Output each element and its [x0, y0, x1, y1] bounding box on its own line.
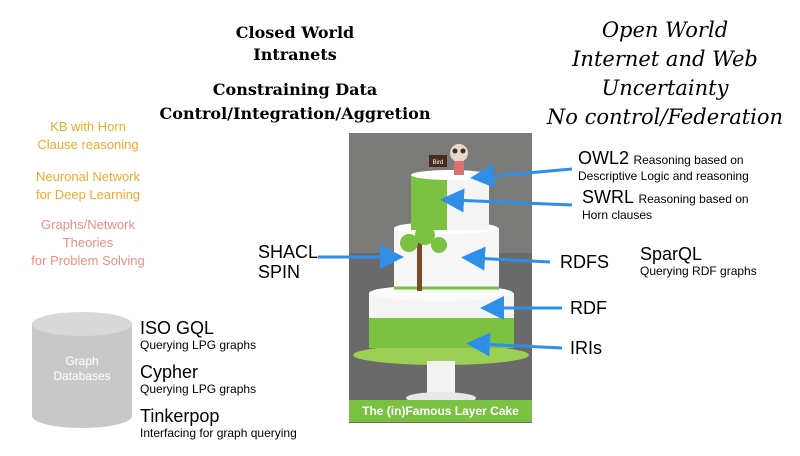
spin-title: SPIN [258, 262, 301, 282]
nn-line1: Neuronal Network [35, 169, 141, 184]
cake-caption: The (in)Famous Layer Cake [349, 400, 532, 422]
owl2-label: OWL2 Reasoning based on Descriptive Logi… [578, 148, 749, 183]
cypher-title: Cypher [140, 362, 199, 382]
graph-theory-note: Graphs/Network Theories for Problem Solv… [8, 216, 168, 270]
closed-world-subtitle: Constraining Data Control/Integration/Ag… [140, 78, 450, 126]
sparql-title: SparQL [640, 244, 703, 264]
swrl-title: SWRL [582, 187, 635, 207]
open-world-title: Open World Internet and Web Uncertainty … [540, 16, 790, 132]
topper-sign: Bird [433, 160, 444, 166]
gt-line2: Theories [62, 235, 114, 250]
closed-world-line2: Intranets [253, 45, 337, 64]
owl2-desc1: Reasoning based on [633, 153, 744, 167]
gt-line3: for Problem Solving [31, 253, 145, 268]
shacl-title: SHACL [258, 242, 319, 262]
swrl-label: SWRL Reasoning based on Horn clauses [582, 187, 749, 222]
graph-db-label1: Graph [65, 354, 99, 368]
tinkerpop-title: Tinkerpop [140, 406, 220, 426]
shacl-spin-label: SHACL SPIN [258, 242, 318, 282]
kb-line1: KB with Horn [50, 119, 126, 134]
rdf-label: RDF [570, 298, 607, 318]
graph-database-label: Graph Databases [32, 354, 132, 384]
open-world-line1: Open World [601, 18, 729, 42]
iso-gql-item: ISO GQL Querying LPG graphs [140, 318, 256, 352]
closed-world-line1: Closed World [235, 23, 355, 42]
gt-line1: Graphs/Network [41, 217, 135, 232]
arrow-rdfs [461, 246, 551, 271]
cypher-item: Cypher Querying LPG graphs [140, 362, 256, 396]
arrow-swrl [440, 188, 573, 213]
rdfs-label: RDFS [560, 252, 609, 272]
nn-line2: for Deep Learning [35, 187, 141, 202]
iso-gql-desc: Querying LPG graphs [140, 338, 257, 352]
closed-world-line3: Constraining Data [212, 80, 378, 99]
sparql-desc: Querying RDF graphs [640, 264, 757, 278]
open-world-line3: Uncertainty [601, 76, 729, 100]
swrl-desc1: Reasoning based on [638, 192, 749, 206]
tinkerpop-item: Tinkerpop Interfacing for graph querying [140, 406, 297, 440]
closed-world-line4: Control/Integration/Aggretion [159, 104, 431, 123]
closed-world-title: Closed World Intranets [195, 22, 395, 66]
open-world-line2: Internet and Web [572, 47, 758, 71]
kb-line2: Clause reasoning [37, 137, 139, 152]
kb-horn-note: KB with Horn Clause reasoning [8, 118, 168, 154]
neural-network-note: Neuronal Network for Deep Learning [8, 168, 168, 204]
swrl-desc2: Horn clauses [582, 208, 653, 222]
open-world-line4: No control/Federation [546, 105, 784, 129]
owl2-title: OWL2 [578, 148, 630, 168]
graph-db-label2: Databases [53, 369, 111, 383]
sparql-label: SparQL Querying RDF graphs [640, 244, 757, 278]
iris-label: IRIs [570, 338, 603, 358]
arrow-iris [466, 332, 563, 357]
cypher-desc: Querying LPG graphs [140, 382, 257, 396]
graph-database-icon [32, 312, 132, 428]
arrow-owl2 [470, 163, 573, 188]
iso-gql-title: ISO GQL [140, 318, 215, 338]
owl2-desc2: Descriptive Logic and reasoning [578, 169, 749, 183]
tinkerpop-desc: Interfacing for graph querying [140, 426, 297, 440]
